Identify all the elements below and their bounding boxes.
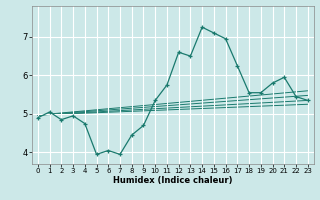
X-axis label: Humidex (Indice chaleur): Humidex (Indice chaleur) (113, 176, 233, 185)
